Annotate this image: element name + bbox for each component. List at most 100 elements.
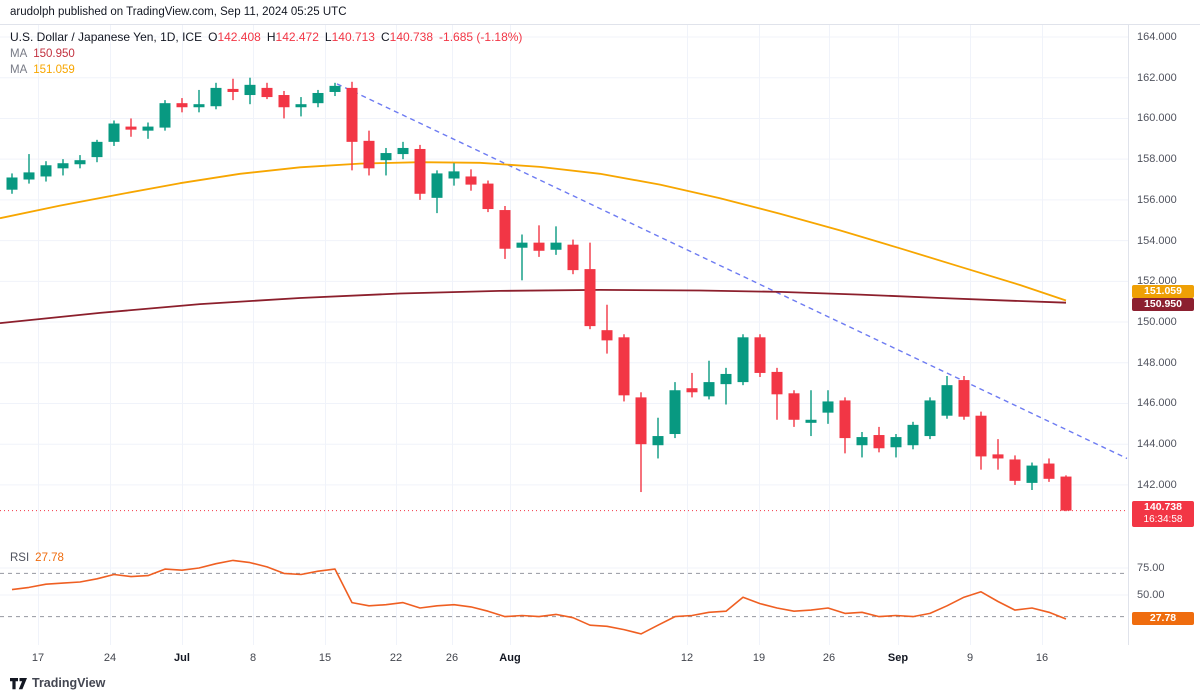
candle-body: [499, 210, 511, 249]
candle-body: [482, 183, 494, 210]
candle-body: [805, 419, 817, 423]
candle-body: [652, 436, 664, 446]
candle-body: [397, 147, 409, 155]
candle-body: [771, 371, 783, 395]
ma-label[interactable]: MA: [10, 48, 28, 60]
candle-body: [346, 87, 358, 142]
ohlc-l: L140.713: [324, 30, 375, 44]
rsi-pane[interactable]: [0, 540, 1128, 645]
candle-body: [244, 84, 256, 96]
candle-body: [91, 141, 103, 158]
price-axis-label: 164.000: [1137, 31, 1177, 43]
candle-body: [108, 123, 120, 142]
candle-body: [380, 153, 392, 161]
rsi-axis-label: 50.00: [1137, 589, 1165, 601]
candle-body: [1026, 465, 1038, 483]
price-axis[interactable]: 164.000 162.000 160.000 158.000 156.000 154.0…: [1128, 25, 1200, 645]
ma-slow-line[interactable]: [0, 289, 1067, 324]
candle-body: [74, 160, 86, 165]
candle-body: [839, 400, 851, 439]
candle-body: [584, 269, 596, 327]
ma-fast-value: 151.059: [33, 64, 75, 76]
chart-legend: U.S. Dollar / Japanese Yen, 1D, ICE O142.…: [10, 30, 522, 78]
candle-body: [176, 103, 188, 108]
ohlc-values: O142.408 H142.472 L140.713 C140.738: [202, 30, 433, 44]
ohlc-h: H142.472: [266, 30, 319, 44]
footer-bar: TradingView: [0, 672, 1200, 696]
ohlc-c: C140.738: [380, 30, 434, 44]
candle-body: [159, 103, 171, 128]
price-axis-label: 160.000: [1137, 112, 1177, 125]
price-axis-label: 150.000: [1137, 316, 1177, 329]
candle-body: [686, 388, 698, 393]
price-axis-label: 142.000: [1137, 478, 1177, 491]
candle-body: [1060, 476, 1072, 511]
time-axis-label: 8: [249, 652, 257, 664]
tradingview-brand-text[interactable]: TradingView: [32, 676, 106, 690]
candle-body: [312, 92, 324, 104]
price-axis-label: 146.000: [1137, 397, 1177, 410]
candle-body: [720, 373, 732, 385]
candle-body: [1043, 463, 1055, 479]
time-axis-label: Jul: [174, 652, 190, 664]
time-axis-label: Aug: [499, 652, 521, 664]
candle-body: [618, 337, 630, 396]
ma-orange-badge: 151.059: [1132, 285, 1194, 298]
candle-body: [142, 126, 154, 131]
rsi-value: 27.78: [35, 552, 64, 564]
candle-body: [278, 95, 290, 108]
ohlc-o: O142.408: [208, 30, 261, 44]
candle-body: [924, 400, 936, 437]
candle-body: [890, 437, 902, 448]
candle-body: [40, 165, 52, 177]
candle-body: [363, 140, 375, 169]
tradingview-logo-icon[interactable]: [10, 678, 28, 692]
candle-body: [431, 173, 443, 198]
time-axis-label: Sep: [887, 652, 909, 664]
rsi-axis-label: 75.00: [1137, 562, 1165, 574]
rsi-legend-row: RSI 27.78: [10, 552, 64, 564]
candle-body: [567, 244, 579, 271]
time-axis-label: 17: [31, 652, 45, 664]
time-axis[interactable]: 17 24 Jul 8 15 22 26 Aug 12 19 26 Sep 9 16: [0, 645, 1200, 673]
ma-label[interactable]: MA: [10, 64, 28, 76]
change-value: -1.685 (-1.18%): [439, 30, 523, 44]
price-axis-label: 158.000: [1137, 153, 1177, 166]
price-axis-label: 148.000: [1137, 356, 1177, 369]
candle-body: [533, 242, 545, 251]
candle-body: [754, 337, 766, 373]
price-axis-label: 156.000: [1137, 193, 1177, 206]
candle-body: [1009, 459, 1021, 481]
candle-body: [958, 380, 970, 417]
candle-body: [193, 104, 205, 108]
candle-body: [873, 435, 885, 449]
candle-body: [737, 337, 749, 383]
candle-body: [703, 382, 715, 397]
candle-body: [125, 126, 137, 130]
time-axis-label: 12: [680, 652, 694, 664]
candle-body: [227, 88, 239, 92]
candle-body: [414, 148, 426, 194]
descending-trendline[interactable]: [336, 83, 1128, 460]
candle-body: [6, 177, 18, 190]
symbol-title[interactable]: U.S. Dollar / Japanese Yen, 1D, ICE: [10, 30, 203, 44]
candle-body: [329, 85, 341, 92]
candle-body: [992, 454, 1004, 459]
candle-body: [448, 171, 460, 179]
time-axis-label: 9: [966, 652, 974, 664]
candle-body: [57, 163, 69, 169]
last-price-badge: 140.738 16:34:58: [1132, 501, 1194, 527]
rsi-line[interactable]: [11, 559, 1067, 635]
candle-body: [550, 242, 562, 250]
price-pane[interactable]: [0, 25, 1128, 540]
candle-body: [23, 172, 35, 180]
candle-body: [516, 242, 528, 248]
ma-fast-legend-row: MA 151.059: [10, 62, 522, 77]
ma-maroon-badge: 150.950: [1132, 298, 1194, 311]
symbol-legend-row: U.S. Dollar / Japanese Yen, 1D, ICE O142.…: [10, 30, 522, 45]
time-axis-label: 22: [389, 652, 403, 664]
ma-fast-line[interactable]: [0, 161, 1067, 302]
rsi-label[interactable]: RSI: [10, 552, 30, 564]
price-axis-label: 154.000: [1137, 234, 1177, 247]
